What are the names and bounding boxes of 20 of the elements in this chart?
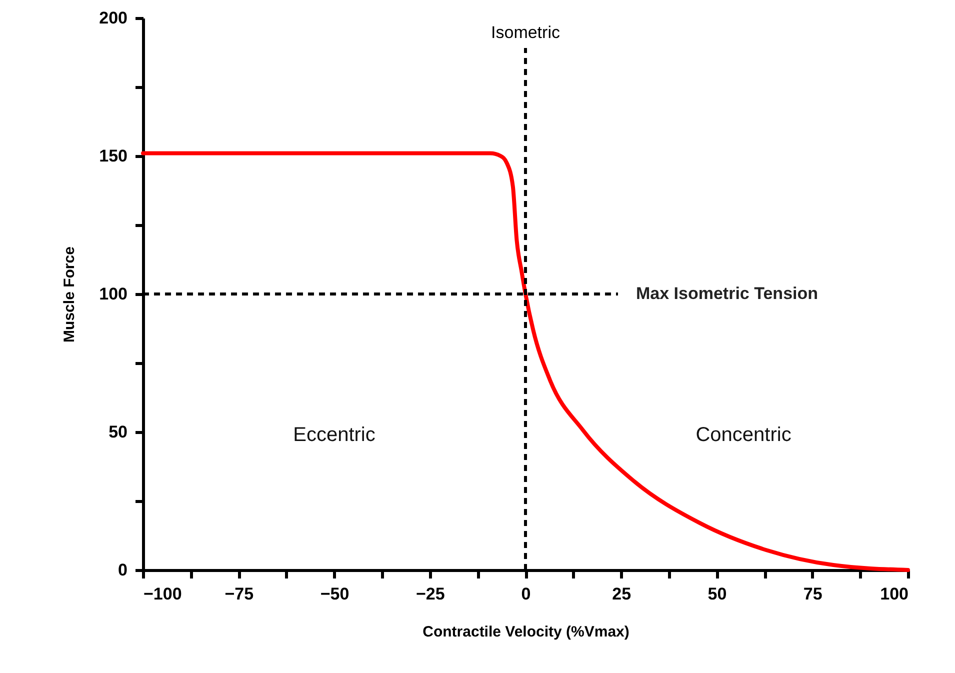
x-tick-label: 50	[708, 584, 727, 604]
x-tick-label: 100	[880, 584, 908, 604]
x-tick-label: 25	[612, 584, 632, 604]
x-tick-label: −25	[416, 584, 445, 604]
y-tick-label: 0	[118, 560, 128, 580]
ref-line-label: Isometric	[491, 23, 560, 42]
y-axis-title: Muscle Force	[61, 246, 78, 342]
y-tick-label: 200	[99, 8, 128, 28]
annotation: Concentric	[696, 424, 792, 446]
x-axis-title: Contractile Velocity (%Vmax)	[422, 624, 630, 640]
x-tick-label: 75	[803, 584, 822, 604]
x-tick-label: −100	[144, 584, 182, 604]
ref-line-label: Max Isometric Tension	[636, 284, 818, 303]
x-tick-label: −75	[224, 584, 254, 604]
y-tick-label: 100	[99, 284, 128, 304]
y-tick-label: 150	[99, 146, 128, 166]
y-tick-label: 50	[108, 422, 128, 442]
x-tick-label: −50	[320, 584, 350, 604]
annotation: Eccentric	[293, 424, 376, 446]
x-tick-label: 0	[521, 584, 531, 604]
